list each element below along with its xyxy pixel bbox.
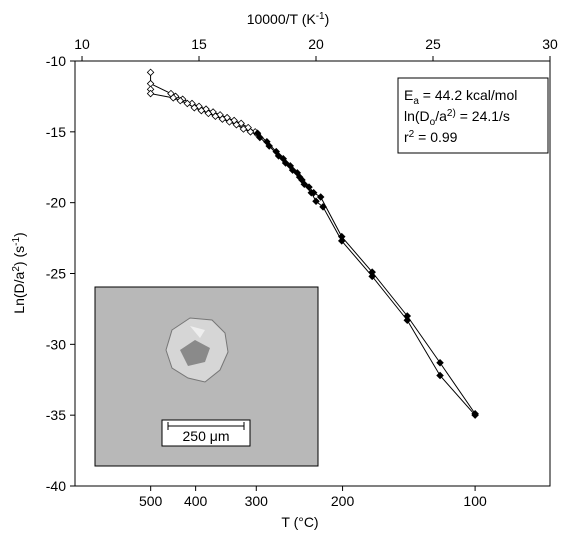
annotation-line-part: = 44.2 kcal/mol	[419, 87, 517, 103]
annotation-line: r2 = 0.99	[404, 129, 458, 145]
y-axis-label: Ln(D/a2) (s-1)	[11, 232, 27, 313]
annotation-line: ln(Do/a2) = 24.1/s	[404, 108, 510, 128]
data-point	[436, 371, 444, 380]
data-point	[169, 94, 178, 102]
data-point	[300, 180, 309, 189]
data-point	[288, 166, 297, 174]
x-axis-label-part: 10000/T (K	[247, 11, 317, 27]
annotation-line-part: = 24.1/s	[456, 108, 510, 124]
data-point	[368, 272, 376, 281]
data-point	[197, 106, 206, 115]
data-point	[436, 358, 444, 367]
data-point	[256, 133, 264, 142]
data-point	[211, 112, 220, 121]
y-tick-label: -20	[46, 195, 66, 211]
x-tick-label: 20	[308, 36, 324, 52]
annotation-line-part: a	[413, 96, 419, 107]
x-axis-label: 10000/T (K-1)	[247, 11, 330, 27]
annotation-line-part: /a	[435, 108, 447, 124]
data-point	[218, 115, 227, 123]
annotation-line-part: r	[404, 129, 409, 145]
data-point	[232, 120, 241, 129]
x2-axis-label: T (°C)	[281, 514, 318, 530]
data-point	[319, 203, 327, 211]
annotation-line-part: 2)	[447, 108, 456, 119]
x-axis-label-part: )	[325, 11, 330, 27]
data-point	[183, 99, 192, 108]
data-point	[225, 118, 234, 126]
x2-tick-label: 500	[139, 493, 163, 509]
data-point	[146, 68, 155, 77]
annotation-line-part: o	[430, 117, 436, 128]
data-point	[295, 173, 304, 181]
x-axis-label-part: -1	[316, 11, 325, 22]
y-axis-label-part: Ln(D/a	[11, 271, 27, 313]
data-point	[337, 237, 346, 245]
data-point	[471, 411, 479, 419]
data-point	[146, 89, 155, 98]
y-tick-label: -10	[46, 53, 66, 69]
data-point	[204, 109, 213, 118]
annotation-line: Ea = 44.2 kcal/mol	[404, 87, 517, 107]
y-axis-label-part: -1	[11, 237, 22, 246]
inset-photo	[94, 286, 319, 467]
y-tick-label: -25	[46, 266, 66, 282]
y-tick-label: -35	[46, 407, 66, 423]
annotation-box	[397, 77, 549, 154]
annotation-line-part: ln(D	[404, 108, 430, 124]
data-point	[281, 159, 290, 167]
annotation-line-part: E	[404, 87, 413, 103]
data-point	[403, 316, 412, 325]
data-point	[274, 152, 283, 160]
data-point	[316, 193, 325, 201]
data-point	[239, 125, 248, 133]
y-axis-label-part: )	[11, 232, 27, 237]
data-point	[307, 188, 316, 197]
data-point	[246, 128, 255, 136]
x-tick-label: 15	[191, 36, 207, 52]
scale-label: 250 μm	[183, 428, 230, 444]
x2-axis-label-part: T (°C)	[281, 514, 318, 530]
y-tick-label: -15	[46, 124, 66, 140]
data-point	[190, 103, 199, 112]
x-tick-label: 10	[74, 36, 90, 52]
data-point	[176, 96, 185, 105]
data-point	[265, 142, 273, 150]
data-point	[312, 197, 320, 206]
x2-tick-label: 400	[184, 493, 208, 509]
y-tick-label: -40	[46, 478, 66, 494]
x2-tick-label: 200	[331, 493, 355, 509]
x2-tick-label: 100	[463, 493, 487, 509]
annotation-line-part: = 0.99	[414, 129, 457, 145]
x2-tick-label: 300	[245, 493, 269, 509]
y-axis-label-part: ) (s	[11, 246, 27, 266]
x-tick-label: 30	[542, 36, 558, 52]
y-tick-label: -30	[46, 336, 66, 352]
y-axis-label-part: 2	[11, 266, 22, 272]
annotation-line-part: 2	[409, 129, 415, 140]
x-tick-label: 25	[425, 36, 441, 52]
